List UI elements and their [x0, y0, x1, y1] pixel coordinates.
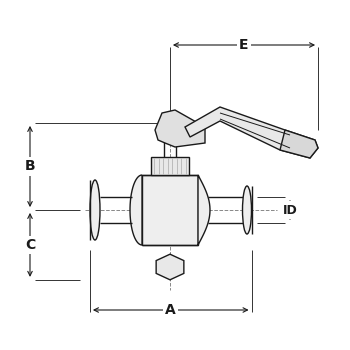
Text: C: C: [25, 238, 35, 252]
Bar: [160, 123, 180, 135]
Polygon shape: [198, 175, 210, 245]
Polygon shape: [185, 107, 318, 158]
Text: E: E: [239, 38, 249, 52]
Polygon shape: [130, 175, 142, 245]
Ellipse shape: [243, 186, 252, 234]
Polygon shape: [156, 254, 184, 280]
Text: A: A: [165, 303, 176, 317]
Polygon shape: [155, 110, 205, 147]
Ellipse shape: [90, 180, 100, 240]
Polygon shape: [142, 175, 198, 245]
Text: B: B: [25, 160, 35, 174]
Polygon shape: [280, 130, 318, 158]
Bar: [151, 157, 189, 175]
Text: ID: ID: [283, 203, 298, 217]
